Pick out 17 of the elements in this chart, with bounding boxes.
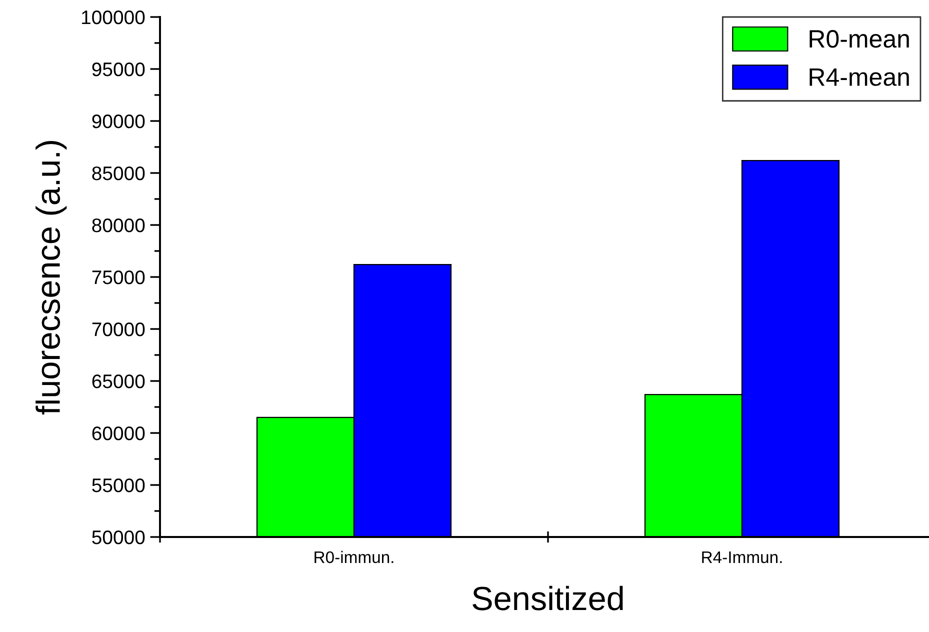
y-tick-label: 95000 <box>92 62 145 76</box>
legend-label: R4-mean <box>810 68 909 86</box>
y-tick-label: 85000 <box>92 166 145 180</box>
x-axis-title: Sensitized <box>472 586 623 610</box>
y-tick-label: 80000 <box>92 218 145 232</box>
y-tick-label: 75000 <box>92 270 145 284</box>
y-tick-label: 50000 <box>92 530 145 544</box>
y-tick-label: 55000 <box>92 478 145 492</box>
y-axis-title: fluorecsence (a.u.) <box>36 141 67 415</box>
x-tick-label: R0-immun. <box>314 550 394 564</box>
y-tick-label: 90000 <box>92 114 145 128</box>
x-tick-label: R4-Immun. <box>702 552 782 564</box>
legend-label: R0-mean <box>810 30 909 48</box>
y-tick-label: 65000 <box>92 374 145 388</box>
y-tick-label: 60000 <box>92 426 145 440</box>
y-tick-label: 100000 <box>82 10 145 24</box>
y-tick-label: 70000 <box>92 322 145 336</box>
